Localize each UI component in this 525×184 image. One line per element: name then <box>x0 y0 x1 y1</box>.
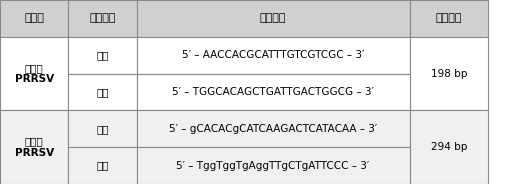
Bar <box>68 110 136 147</box>
Bar <box>136 110 410 147</box>
Text: 下游: 下游 <box>96 161 109 171</box>
Text: 引物序列: 引物序列 <box>260 13 286 23</box>
Text: 产物长度: 产物长度 <box>436 13 462 23</box>
Text: 5′ – TGGCACAGCTGATTGACTGGCG – 3′: 5′ – TGGCACAGCTGATTGACTGGCG – 3′ <box>172 87 374 97</box>
Bar <box>136 147 410 184</box>
Text: 5′ – gCACACgCATCAAGACTCATACAA – 3′: 5′ – gCACACgCATCAAGACTCATACAA – 3′ <box>169 124 377 134</box>
Bar <box>410 110 488 184</box>
Bar <box>410 37 488 110</box>
Text: 上游: 上游 <box>96 50 109 60</box>
Bar <box>136 37 410 74</box>
Bar <box>0 110 68 184</box>
Text: 美洲型
PRRSV: 美洲型 PRRSV <box>15 63 54 84</box>
Text: 198 bp: 198 bp <box>430 69 467 79</box>
Text: 5′ – TggTggTgAggTTgCTgATTCCC – 3′: 5′ – TggTggTgAggTTgCTgATTCCC – 3′ <box>176 161 370 171</box>
Text: 5′ – AACCACGCATTTGTCGTCGC – 3′: 5′ – AACCACGCATTTGTCGTCGC – 3′ <box>182 50 364 60</box>
Bar <box>68 37 136 74</box>
Bar <box>68 74 136 110</box>
Bar <box>136 0 410 37</box>
Text: 294 bp: 294 bp <box>430 142 467 152</box>
Bar <box>68 0 136 37</box>
Text: 上游: 上游 <box>96 124 109 134</box>
Bar <box>136 74 410 110</box>
Bar <box>68 147 136 184</box>
Text: 靶基因: 靶基因 <box>24 13 44 23</box>
Text: 引物名称: 引物名称 <box>89 13 116 23</box>
Bar <box>0 37 68 110</box>
Text: 下游: 下游 <box>96 87 109 97</box>
Bar <box>410 0 488 37</box>
Bar <box>0 0 68 37</box>
Text: 欧洲型
PRRSV: 欧洲型 PRRSV <box>15 136 54 158</box>
